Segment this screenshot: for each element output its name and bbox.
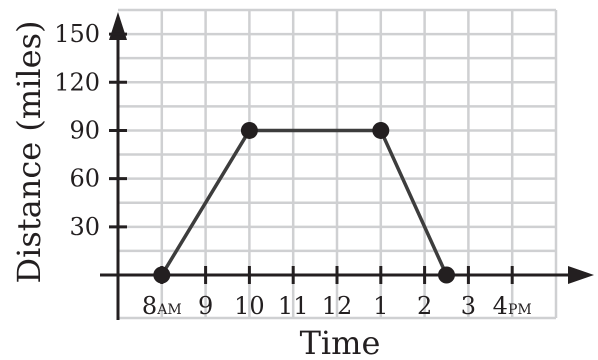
x-tick-label: 4PM <box>493 292 532 320</box>
data-point-marker <box>372 121 390 139</box>
x-tick-label: 9 <box>198 292 213 320</box>
series-line <box>160 128 449 276</box>
x-tick-label: 8AM <box>142 292 182 320</box>
x-axis-title: Time <box>300 324 381 360</box>
y-tick-label: 120 <box>54 68 100 96</box>
x-tick-label: 10 <box>234 292 265 320</box>
y-axis-title: Distance (miles) <box>10 20 48 283</box>
x-tick-label: 3 <box>461 292 476 320</box>
data-point-marker <box>240 121 258 139</box>
x-tick-label: 12 <box>322 292 353 320</box>
x-ticks: 8AM 9 10 11 12 1 2 3 4PM <box>142 266 532 320</box>
data-point-marker <box>153 266 171 284</box>
y-ticks: 30 60 90 120 150 <box>54 20 127 241</box>
y-tick-label: 60 <box>69 165 100 193</box>
y-axis-arrowhead <box>109 12 127 40</box>
y-tick-label: 90 <box>69 116 100 144</box>
y-tick-label: 150 <box>54 20 100 48</box>
series <box>153 121 455 284</box>
x-tick-label: 1 <box>373 292 388 320</box>
data-point-marker <box>438 266 455 284</box>
x-axis-arrowhead <box>568 266 594 284</box>
x-tick-label: 2 <box>417 292 432 320</box>
y-tick-label: 30 <box>69 213 100 241</box>
x-tick-label: 11 <box>278 292 309 320</box>
